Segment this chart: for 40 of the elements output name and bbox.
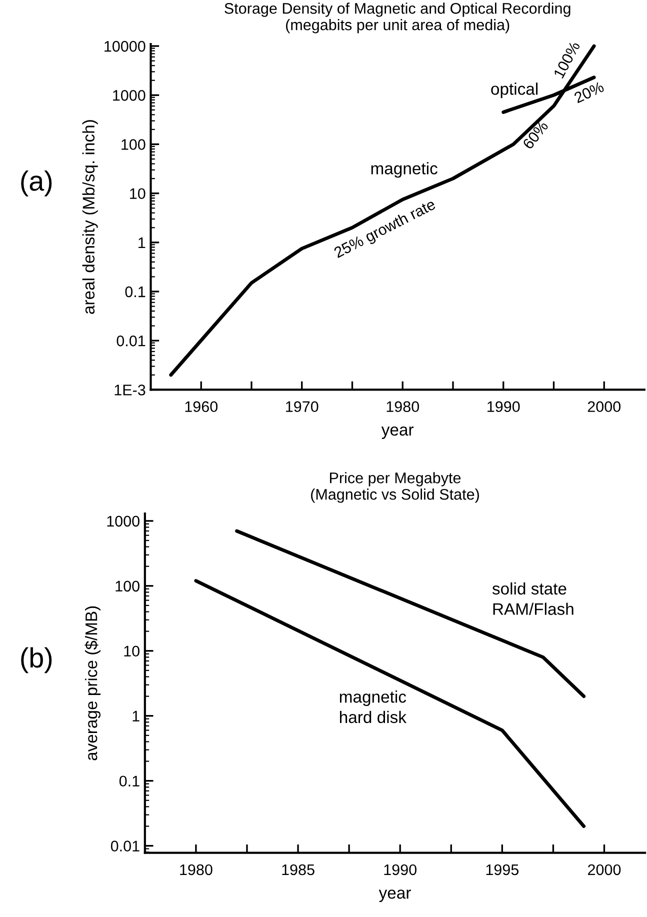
x-tick-label: 2000 xyxy=(588,864,621,876)
x-tick-label: 1980 xyxy=(386,401,420,412)
y-tick-label: 1000 xyxy=(107,516,140,527)
y-tick-label: 10 xyxy=(130,188,146,200)
text: (a) xyxy=(21,170,52,196)
y-axis-title: average price ($/MB) xyxy=(84,606,101,760)
series-label: magnetic xyxy=(371,162,438,178)
y-tick-label: 0.01 xyxy=(116,335,146,346)
series-label: solid state RAM/Flash xyxy=(492,582,574,615)
y-tick-label: 10 xyxy=(124,646,140,657)
y-tick-label: 0.1 xyxy=(125,286,146,298)
x-tick-label: 2000 xyxy=(588,401,621,412)
x-axis-title: year xyxy=(381,426,414,439)
y-tick-label: 100 xyxy=(116,580,140,592)
y-axis-title: areal density (Mb/sq. inch) xyxy=(82,120,98,314)
annotation: 20% xyxy=(574,81,605,104)
x-tick-label: 1980 xyxy=(180,864,212,876)
annotation: 100% xyxy=(553,40,580,79)
x-tick-label: 1990 xyxy=(384,864,416,876)
x-tick-label: 1960 xyxy=(185,401,218,412)
y-tick-label: 1000 xyxy=(113,90,146,101)
y-tick-label: 1 xyxy=(138,237,146,248)
x-tick-label: 1970 xyxy=(286,401,318,412)
chart-subtitle: (megabits per unit area of media) xyxy=(286,19,510,34)
x-tick-label: 1985 xyxy=(282,864,314,876)
x-tick-label: 1995 xyxy=(486,864,519,876)
text: (b) xyxy=(21,647,52,674)
chart-title: Storage Density of Magnetic and Optical Recording xyxy=(224,2,570,17)
x-axis-title: year xyxy=(378,890,411,902)
x-tick-label: 1990 xyxy=(488,401,520,412)
chart-title: Price per Megabyte xyxy=(330,472,461,486)
y-tick-label: 100 xyxy=(122,139,146,150)
y-tick-label: 0.1 xyxy=(119,776,140,787)
series-label: magnetic hard disk xyxy=(340,690,407,724)
y-tick-label: 1 xyxy=(132,710,140,722)
y-tick-label: 10000 xyxy=(104,40,146,52)
y-tick-label: 0.01 xyxy=(110,840,140,852)
chart-subtitle: (Magnetic vs Solid State) xyxy=(311,488,479,503)
series-label: optical xyxy=(491,82,538,98)
y-tick-label: 1E-3 xyxy=(114,384,146,396)
